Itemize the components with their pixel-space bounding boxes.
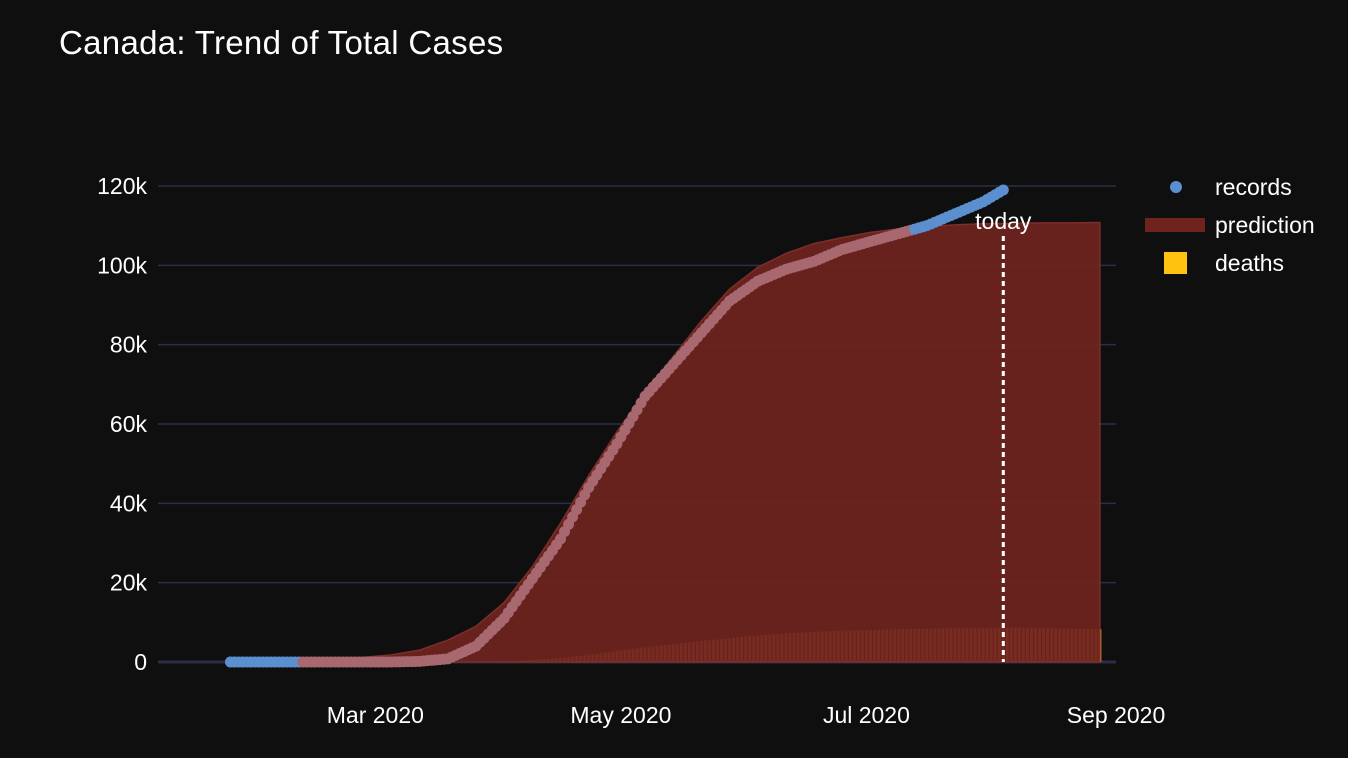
- legend-records-marker: [1170, 181, 1182, 193]
- y-tick-label: 120k: [97, 173, 147, 199]
- x-tick-label: Sep 2020: [1067, 702, 1165, 728]
- y-tick-label: 100k: [97, 252, 147, 278]
- y-tick-label: 20k: [110, 570, 148, 596]
- y-tick-label: 40k: [110, 490, 148, 516]
- legend-label-deaths: deaths: [1215, 250, 1284, 276]
- legend-label-prediction: prediction: [1215, 212, 1315, 238]
- records-points: [224, 184, 1009, 668]
- y-tick-label: 80k: [110, 332, 148, 358]
- chart-title: Canada: Trend of Total Cases: [59, 24, 504, 61]
- legend-deaths-marker: [1164, 252, 1187, 274]
- prediction-area-shape: [230, 221, 1101, 663]
- y-axis-ticks: 0 20k 40k 60k 80k 100k 120k: [97, 173, 147, 675]
- records-point: [997, 184, 1009, 196]
- prediction-area: [230, 221, 1101, 663]
- legend: records prediction deaths: [1145, 174, 1315, 276]
- legend-label-records: records: [1215, 174, 1292, 200]
- x-tick-label: Mar 2020: [327, 702, 424, 728]
- x-axis-ticks: Mar 2020 May 2020 Jul 2020 Sep 2020: [327, 702, 1165, 728]
- x-tick-label: May 2020: [570, 702, 671, 728]
- x-tick-label: Jul 2020: [823, 702, 910, 728]
- today-label: today: [975, 208, 1032, 234]
- y-tick-label: 60k: [110, 411, 148, 437]
- legend-prediction-marker: [1145, 218, 1205, 232]
- y-tick-label: 0: [134, 649, 147, 675]
- today-marker: today: [975, 208, 1032, 662]
